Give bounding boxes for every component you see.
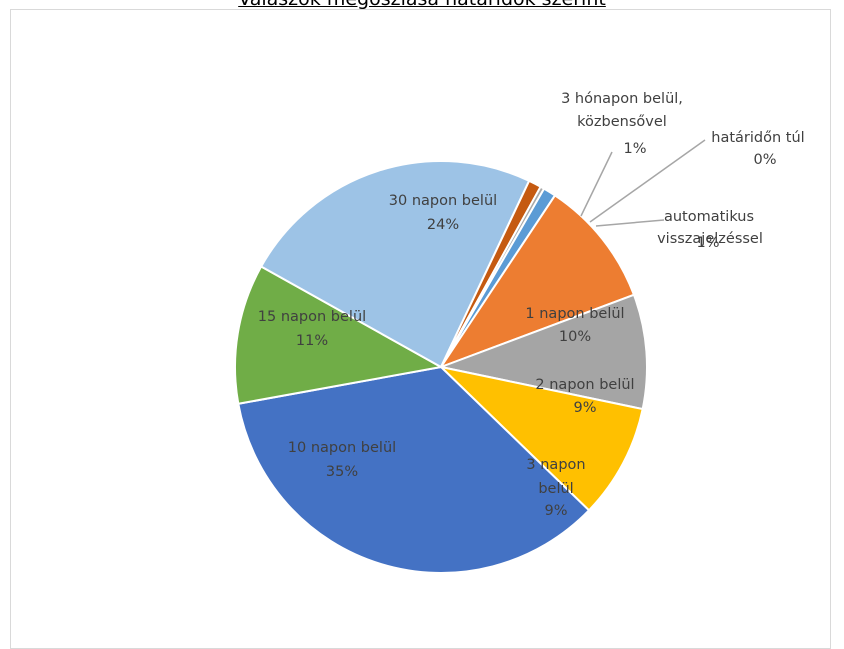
slice-percent-2-napon-bel-l: 9% xyxy=(573,400,596,416)
slice-label-3-h-napon-bel-l-k-zbens-vel-line1: 3 hónapon belül, xyxy=(561,91,683,107)
slice-label-30-napon-bel-l: 30 napon belül xyxy=(389,193,497,209)
slice-label-3-napon-bel-l-line2: belül xyxy=(538,481,573,497)
slice-percent-hat-rid-n-t-l: 0% xyxy=(753,152,776,168)
pie-slice-1-napon-bel-l xyxy=(438,194,636,370)
chart-title: Válaszok megoszlása határidők szerint xyxy=(0,0,844,10)
slice-label-automatikus-visszajelz-ssel-line2: visszajelzéssel xyxy=(657,231,763,247)
slice-label-3-h-napon-bel-l-k-zbens-vel-line2: közbensővel xyxy=(577,114,667,130)
slice-percent-10-napon-bel-l: 35% xyxy=(326,464,358,480)
leader-line-automatikus-visszajelz-ssel xyxy=(595,219,665,227)
slice-label-automatikus-visszajelz-ssel-line1: automatikus xyxy=(664,209,754,225)
pie-slice-10-napon-bel-l xyxy=(237,365,591,574)
pie-slice-3-napon-bel-l xyxy=(437,365,644,512)
pie-slice-hat-rid-n-t-l xyxy=(440,185,546,368)
slice-percent-30-napon-bel-l: 24% xyxy=(427,217,459,233)
slice-label-hat-rid-n-t-l: határidőn túl xyxy=(711,130,804,146)
slice-percent-automatikus-visszajelz-ssel: 1% xyxy=(696,235,719,251)
slice-label-1-napon-bel-l: 1 napon belül xyxy=(525,306,624,322)
leader-line-3-h-napon-bel-l-k-zbens-vel xyxy=(580,151,613,217)
pie-slice-2-napon-bel-l xyxy=(437,293,648,411)
leader-line-hat-rid-n-t-l xyxy=(589,139,706,223)
slice-label-2-napon-bel-l: 2 napon belül xyxy=(535,377,634,393)
slice-percent-1-napon-bel-l: 10% xyxy=(559,329,591,345)
slice-percent-3-h-napon-bel-l-k-zbens-vel: 1% xyxy=(623,141,646,157)
slice-percent-15-napon-bel-l: 11% xyxy=(296,333,328,349)
slice-label-3-napon-bel-l-line1: 3 napon xyxy=(526,457,585,473)
slice-label-15-napon-bel-l: 15 napon belül xyxy=(258,309,366,325)
pie-slice-30-napon-bel-l xyxy=(259,160,531,369)
pie-slice-15-napon-bel-l xyxy=(234,265,444,405)
slice-percent-3-napon-bel-l: 9% xyxy=(544,503,567,519)
slice-label-10-napon-bel-l: 10 napon belül xyxy=(288,440,396,456)
